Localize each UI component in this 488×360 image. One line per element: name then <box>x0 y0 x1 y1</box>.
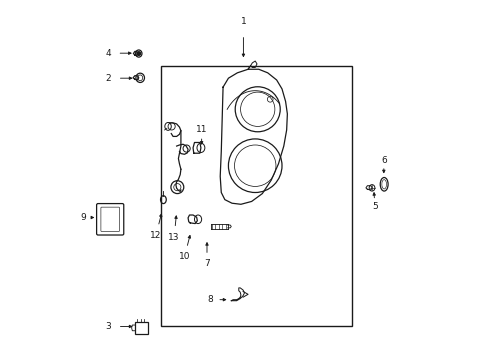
Text: 10: 10 <box>179 252 190 261</box>
Text: 11: 11 <box>196 126 207 135</box>
Circle shape <box>137 52 140 55</box>
Text: 5: 5 <box>371 202 377 211</box>
Text: 8: 8 <box>207 295 213 304</box>
Bar <box>135 322 147 334</box>
Text: 9: 9 <box>81 213 86 222</box>
Text: 7: 7 <box>203 260 209 269</box>
Text: 2: 2 <box>105 74 111 83</box>
Text: 1: 1 <box>240 17 246 26</box>
Text: 12: 12 <box>150 231 161 240</box>
Text: 13: 13 <box>168 233 180 242</box>
Text: 6: 6 <box>380 156 386 165</box>
Text: 3: 3 <box>105 322 111 331</box>
Text: 4: 4 <box>105 49 111 58</box>
Bar <box>160 66 351 327</box>
